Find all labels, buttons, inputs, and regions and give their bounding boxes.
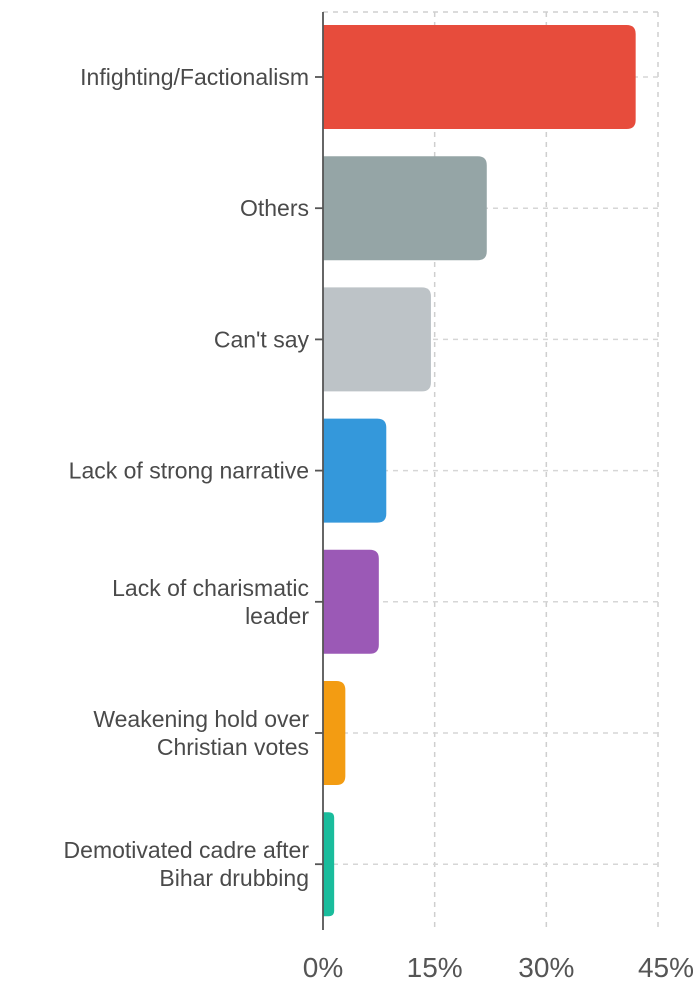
bar — [323, 549, 379, 654]
category-label: Demotivated cadre after Bihar drubbing — [64, 837, 310, 891]
y-axis — [315, 12, 324, 930]
bar — [323, 812, 335, 917]
bar — [323, 287, 431, 392]
category-labels: Infighting/Factionalism Others Can't say La… — [64, 64, 310, 891]
category-label: Lack of charismatic leader — [112, 575, 309, 629]
category-label: Infighting/Factionalism — [80, 64, 309, 90]
bar — [323, 418, 387, 523]
bar — [323, 681, 346, 785]
bar — [323, 25, 636, 129]
category-label: Lack of strong narrative — [69, 458, 309, 484]
x-tick-labels: 0% 15% 30% 45% — [303, 952, 694, 981]
category-label: Can't say — [214, 326, 310, 352]
x-tick-label: 15% — [407, 952, 463, 981]
x-tick-label: 45% — [638, 952, 694, 981]
bars — [323, 25, 636, 917]
x-tick-label: 30% — [518, 952, 574, 981]
x-tick-label: 0% — [303, 952, 343, 981]
category-label: Weakening hold over Christian votes — [93, 706, 309, 760]
bar — [323, 156, 487, 261]
category-label: Others — [240, 195, 309, 221]
